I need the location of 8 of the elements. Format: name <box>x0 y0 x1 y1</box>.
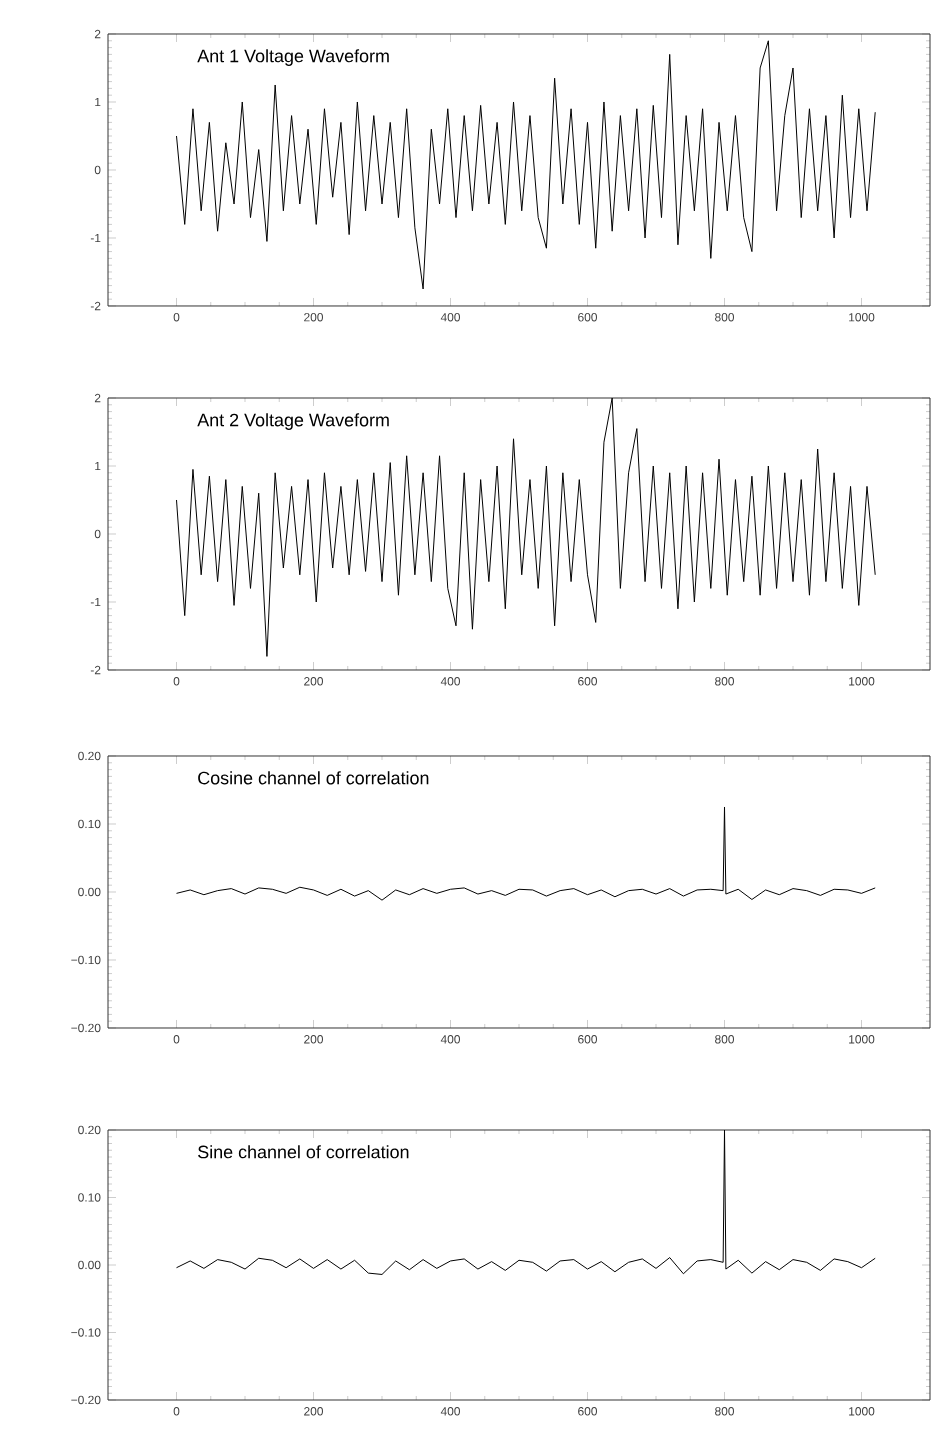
text: Cosine channel of correlation <box>198 771 429 785</box>
text: Sine channel of correlation <box>198 1145 409 1159</box>
line-series <box>176 806 876 901</box>
line-series <box>176 398 876 657</box>
text: Ant 2 Voltage Waveform <box>197 413 389 430</box>
line-series <box>176 1130 876 1275</box>
line-series <box>176 40 876 290</box>
text: Ant 1 Voltage Waveform <box>197 49 389 66</box>
